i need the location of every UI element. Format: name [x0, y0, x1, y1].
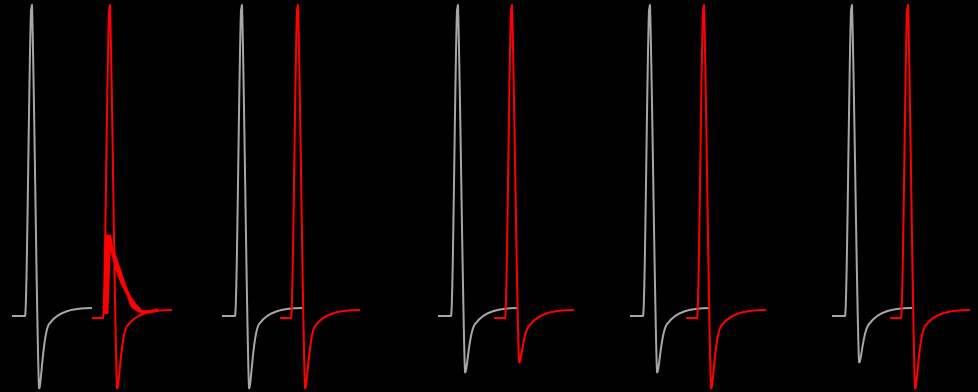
test-trace [890, 4, 971, 390]
reference-trace [630, 4, 711, 374]
waveform-panel [222, 4, 361, 390]
reference-trace [12, 4, 93, 390]
test-trace [280, 4, 361, 390]
reference-trace [438, 4, 519, 374]
waveform-panel [438, 4, 575, 374]
reference-trace [832, 4, 913, 364]
test-trace [92, 4, 173, 390]
reference-trace [222, 4, 303, 390]
test-trace [686, 4, 767, 390]
overlay-burst-trace [105, 234, 159, 315]
waveform-panel [12, 4, 173, 390]
waveform-panel [832, 4, 971, 390]
waveform-panel [630, 4, 767, 390]
test-trace [494, 4, 575, 364]
